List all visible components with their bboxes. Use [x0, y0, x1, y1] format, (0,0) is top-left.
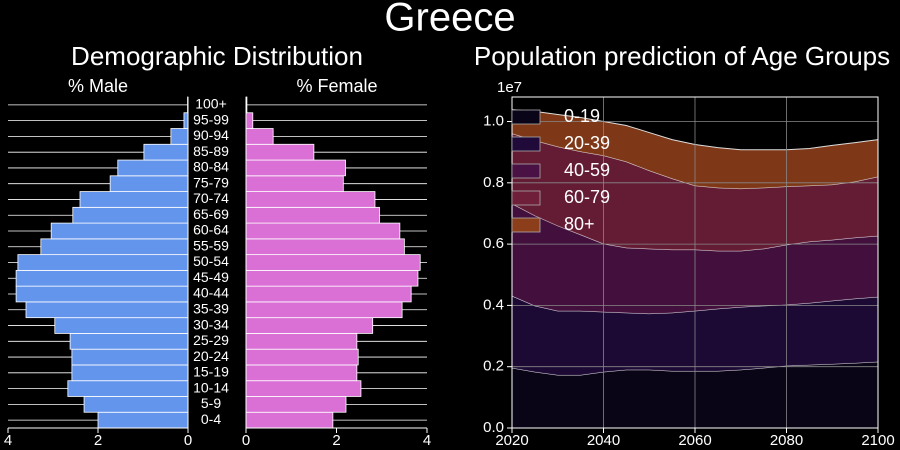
x-tick-label: 2080 — [770, 432, 803, 449]
category-label: 55-59 — [193, 237, 229, 253]
bar — [71, 364, 189, 382]
category-label: 60-64 — [193, 222, 229, 238]
category-label: 95-99 — [193, 111, 229, 127]
x-tick-label: 2060 — [678, 432, 711, 449]
bar — [15, 285, 189, 303]
bar — [245, 175, 344, 192]
bar — [245, 396, 347, 413]
bar — [245, 254, 421, 271]
legend-label: 60-79 — [564, 187, 610, 207]
suptitle: Greece — [384, 0, 515, 40]
x-tick-label: 0 — [242, 432, 250, 449]
legend-label: 80+ — [564, 214, 595, 234]
bar — [170, 128, 189, 145]
bar — [245, 191, 376, 208]
bar — [67, 380, 189, 397]
category-label: 15-19 — [193, 364, 229, 380]
bar — [245, 301, 403, 319]
bar — [17, 254, 189, 271]
bar — [83, 396, 189, 413]
axis-title: % Male — [68, 76, 128, 96]
x-tick-label: 0 — [184, 432, 192, 449]
bar — [245, 112, 254, 129]
category-label: 70-74 — [193, 190, 229, 206]
bar — [69, 333, 189, 350]
category-label: 0-4 — [201, 411, 221, 427]
bar — [245, 285, 412, 303]
x-tick-label: 2040 — [587, 432, 620, 449]
y-tick-label: 0.6 — [483, 235, 504, 252]
category-label: 45-49 — [193, 269, 229, 285]
category-label: 80-84 — [193, 159, 229, 175]
category-label: 10-14 — [193, 379, 229, 395]
bar — [245, 269, 419, 287]
bar — [40, 238, 189, 256]
bar — [54, 317, 189, 334]
category-label: 20-24 — [193, 348, 229, 364]
category-label: 50-54 — [193, 253, 229, 269]
legend-swatch — [511, 136, 541, 152]
bar — [50, 222, 189, 240]
bar — [245, 317, 374, 334]
bar — [245, 143, 315, 161]
bar — [245, 348, 359, 366]
x-tick-label: 4 — [423, 432, 431, 449]
category-label: 65-69 — [193, 206, 229, 222]
bar — [97, 411, 189, 429]
chart-title: Population prediction of Age Groups — [474, 41, 890, 71]
axis-title: % Female — [296, 76, 377, 96]
category-label: 5-9 — [201, 395, 221, 411]
legend-label: 20-39 — [564, 133, 610, 153]
x-tick-label: 2100 — [861, 432, 894, 449]
x-tick-label: 2 — [94, 432, 102, 449]
bar — [71, 348, 189, 366]
bar — [245, 222, 401, 240]
category-label: 30-34 — [193, 316, 229, 332]
bar — [245, 380, 362, 397]
bar — [25, 301, 189, 319]
category-label: 100+ — [195, 96, 227, 112]
bar — [79, 191, 189, 208]
y-tick-label: 0.8 — [483, 174, 504, 191]
y-tick-label: 0.0 — [483, 419, 504, 436]
bar — [245, 364, 358, 382]
axis-offset: 1e7 — [497, 79, 522, 96]
legend-swatch — [511, 163, 541, 179]
category-label: 75-79 — [193, 174, 229, 190]
legend-label: 40-59 — [564, 160, 610, 180]
category-label: 40-44 — [193, 285, 229, 301]
bar — [109, 175, 189, 192]
legend-label: 0-19 — [564, 106, 600, 126]
y-tick-label: 0.2 — [483, 358, 504, 375]
bar — [245, 206, 380, 224]
bar — [72, 206, 189, 224]
x-tick-label: 2020 — [495, 432, 528, 449]
bar — [245, 159, 346, 177]
bar — [245, 128, 274, 145]
bar — [117, 159, 189, 177]
bar — [143, 143, 189, 161]
chart-title: Demographic Distribution — [71, 41, 363, 71]
x-tick-label: 2 — [332, 432, 340, 449]
legend-swatch — [511, 109, 541, 125]
bar — [183, 112, 189, 129]
y-tick-label: 0.4 — [483, 296, 504, 313]
category-label: 85-89 — [193, 143, 229, 159]
legend-swatch — [511, 217, 541, 233]
category-label: 35-39 — [193, 300, 229, 316]
legend-swatch — [511, 190, 541, 206]
category-label: 90-94 — [193, 127, 229, 143]
y-tick-label: 1.0 — [483, 112, 504, 129]
x-tick-label: 4 — [4, 432, 12, 449]
bar — [245, 333, 358, 350]
bar — [245, 238, 405, 256]
bar — [15, 269, 189, 287]
bar — [245, 411, 334, 429]
category-label: 25-29 — [193, 332, 229, 348]
